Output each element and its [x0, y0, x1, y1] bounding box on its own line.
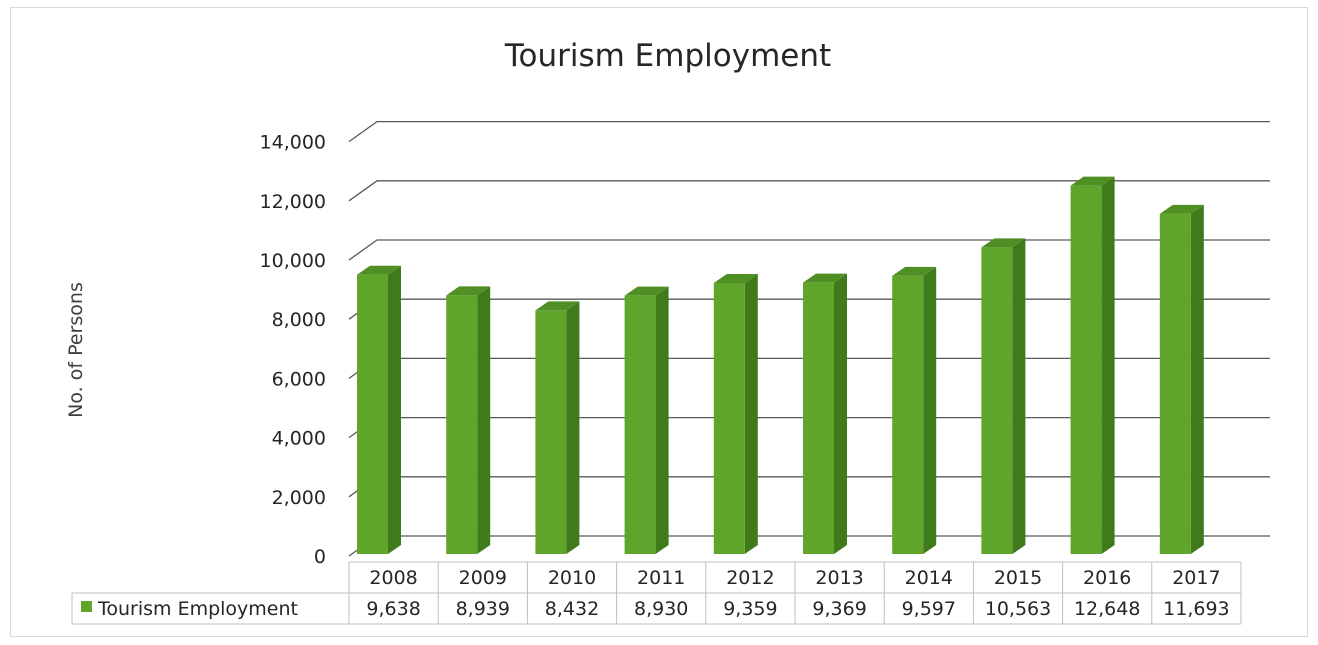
- legend-key: [81, 601, 92, 612]
- bar: [357, 265, 401, 554]
- category-label: 2016: [1083, 567, 1131, 589]
- bar: [803, 273, 847, 554]
- data-label: 11,693: [1163, 598, 1229, 620]
- category-label: 2015: [994, 567, 1042, 589]
- category-label: 2011: [637, 567, 685, 589]
- category-label: 2017: [1172, 567, 1220, 589]
- category-label: 2009: [459, 567, 507, 589]
- category-label: 2014: [905, 567, 953, 589]
- data-label: 9,597: [902, 598, 956, 620]
- category-label: 2013: [815, 567, 863, 589]
- bar: [624, 286, 669, 554]
- y-axis-ticks: 0 2,000 4,000 6,000 8,000 10,000 12,000 14,000: [260, 132, 326, 568]
- gridline: [348, 239, 1270, 261]
- bar: [446, 286, 491, 554]
- bar: [713, 273, 758, 554]
- data-label: 10,563: [985, 598, 1051, 620]
- gridline: [348, 180, 1270, 202]
- y-tick-label: 8,000: [272, 309, 326, 331]
- data-label: 12,648: [1074, 598, 1140, 620]
- legend-series-name: Tourism Employment: [97, 598, 298, 620]
- bars: [357, 176, 1204, 554]
- data-label: 9,369: [812, 598, 866, 620]
- data-label: 9,359: [723, 598, 777, 620]
- category-label: 2008: [369, 567, 417, 589]
- data-label: 9,638: [366, 598, 420, 620]
- category-label: 2012: [726, 567, 774, 589]
- y-axis-label: No. of Persons: [65, 282, 87, 418]
- data-table: 2008 9,638 2009 8,939 2010 8,432 2011 8,930 2012…: [71, 561, 1242, 625]
- chart-title: Tourism Employment: [504, 38, 831, 74]
- y-tick-label: 6,000: [272, 368, 326, 390]
- category-label: 2010: [548, 567, 596, 589]
- bar: [1070, 176, 1115, 554]
- y-tick-label: 12,000: [260, 191, 326, 213]
- y-tick-label: 10,000: [260, 250, 326, 272]
- bar: [892, 266, 937, 554]
- bar: [981, 238, 1026, 554]
- y-tick-label: 2,000: [272, 487, 326, 509]
- data-label: 8,930: [634, 598, 688, 620]
- gridline: [348, 120, 1270, 143]
- data-label: 8,432: [545, 598, 599, 620]
- y-tick-label: 14,000: [260, 132, 326, 154]
- y-tick-label: 0: [314, 546, 326, 568]
- bar: [1159, 204, 1204, 554]
- bar: [535, 301, 580, 554]
- y-tick-label: 4,000: [272, 428, 326, 450]
- data-label: 8,939: [456, 598, 510, 620]
